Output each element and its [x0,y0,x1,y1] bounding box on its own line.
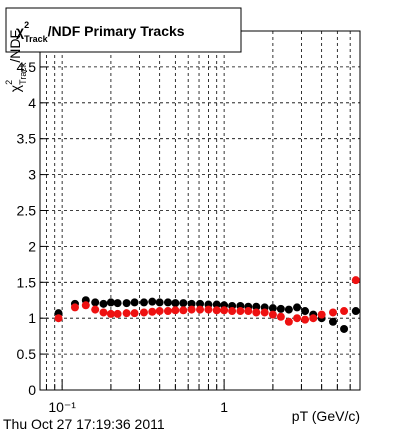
point [113,309,122,318]
point [130,309,139,318]
point [196,305,205,314]
point [122,309,131,318]
point [236,307,245,316]
point [340,307,349,316]
x-tick-label: 10⁻¹ [48,399,76,415]
point [260,308,269,317]
y-tick-label: 1.5 [17,274,37,290]
point [148,307,157,316]
point [171,299,180,308]
point [252,308,261,317]
point [155,298,164,307]
footer: Thu Oct 27 17:19:36 2011 [3,416,165,432]
y-tick-label: 0.5 [17,346,37,362]
point [276,312,285,321]
point [106,298,115,307]
point [139,298,148,307]
chart-title: χ2 Track/NDF Primary Tracks [16,20,185,44]
y-axis-label-part: 2 [4,80,14,85]
x-axis-label: pT (GeV/c) [292,408,360,424]
title-box [5,7,242,53]
point [204,305,213,314]
point [99,299,108,308]
y-axis-label: χ2 Track/NDF [4,30,28,92]
point [81,301,90,310]
point [328,308,337,317]
point [179,306,188,315]
point [317,310,326,319]
point [301,307,310,316]
point [187,305,196,314]
point [212,300,221,309]
point [187,299,196,308]
point [293,314,302,323]
point [171,306,180,315]
y-tick-label: 3.5 [17,131,37,147]
point [179,299,188,308]
chart-title-part: Track [24,34,49,44]
y-axis-label-part: /NDF [7,30,23,63]
point [228,307,237,316]
point [328,317,337,326]
point [130,298,139,307]
chart-title-part: /NDF Primary Tracks [48,23,185,39]
point [220,306,229,315]
y-tick-label: 1 [28,310,36,326]
point [268,304,277,313]
point [139,308,148,317]
point [91,305,100,314]
point [163,307,172,316]
x-tick-label: 1 [220,399,228,415]
point [276,304,285,313]
chart-title-part: 2 [24,20,29,30]
point [91,298,100,307]
point [70,303,79,312]
point [309,314,318,323]
point [99,308,108,317]
chart-title-part: χ [16,23,24,39]
point [155,307,164,316]
point [54,314,63,323]
y-tick-label: 0 [28,382,36,398]
y-tick-label: 4 [28,95,36,111]
point [252,302,261,311]
y-tick-label: 3 [28,167,36,183]
point [113,299,122,308]
point [351,307,360,316]
point [351,276,360,285]
point [340,324,349,333]
point [284,317,293,326]
point [163,298,172,307]
point [122,299,131,308]
point [244,307,253,316]
point [106,309,115,318]
y-tick-label: 2 [28,238,36,254]
y-axis-label-part: Track [18,62,28,85]
point [268,310,277,319]
y-axis-label-part: χ [7,84,23,92]
point [293,303,302,312]
y-tick-label: 4.5 [17,59,37,75]
point [301,315,310,324]
point [212,306,221,315]
point [196,299,205,308]
y-tick-label: 2.5 [17,203,37,219]
point [284,305,293,314]
point [148,297,157,306]
